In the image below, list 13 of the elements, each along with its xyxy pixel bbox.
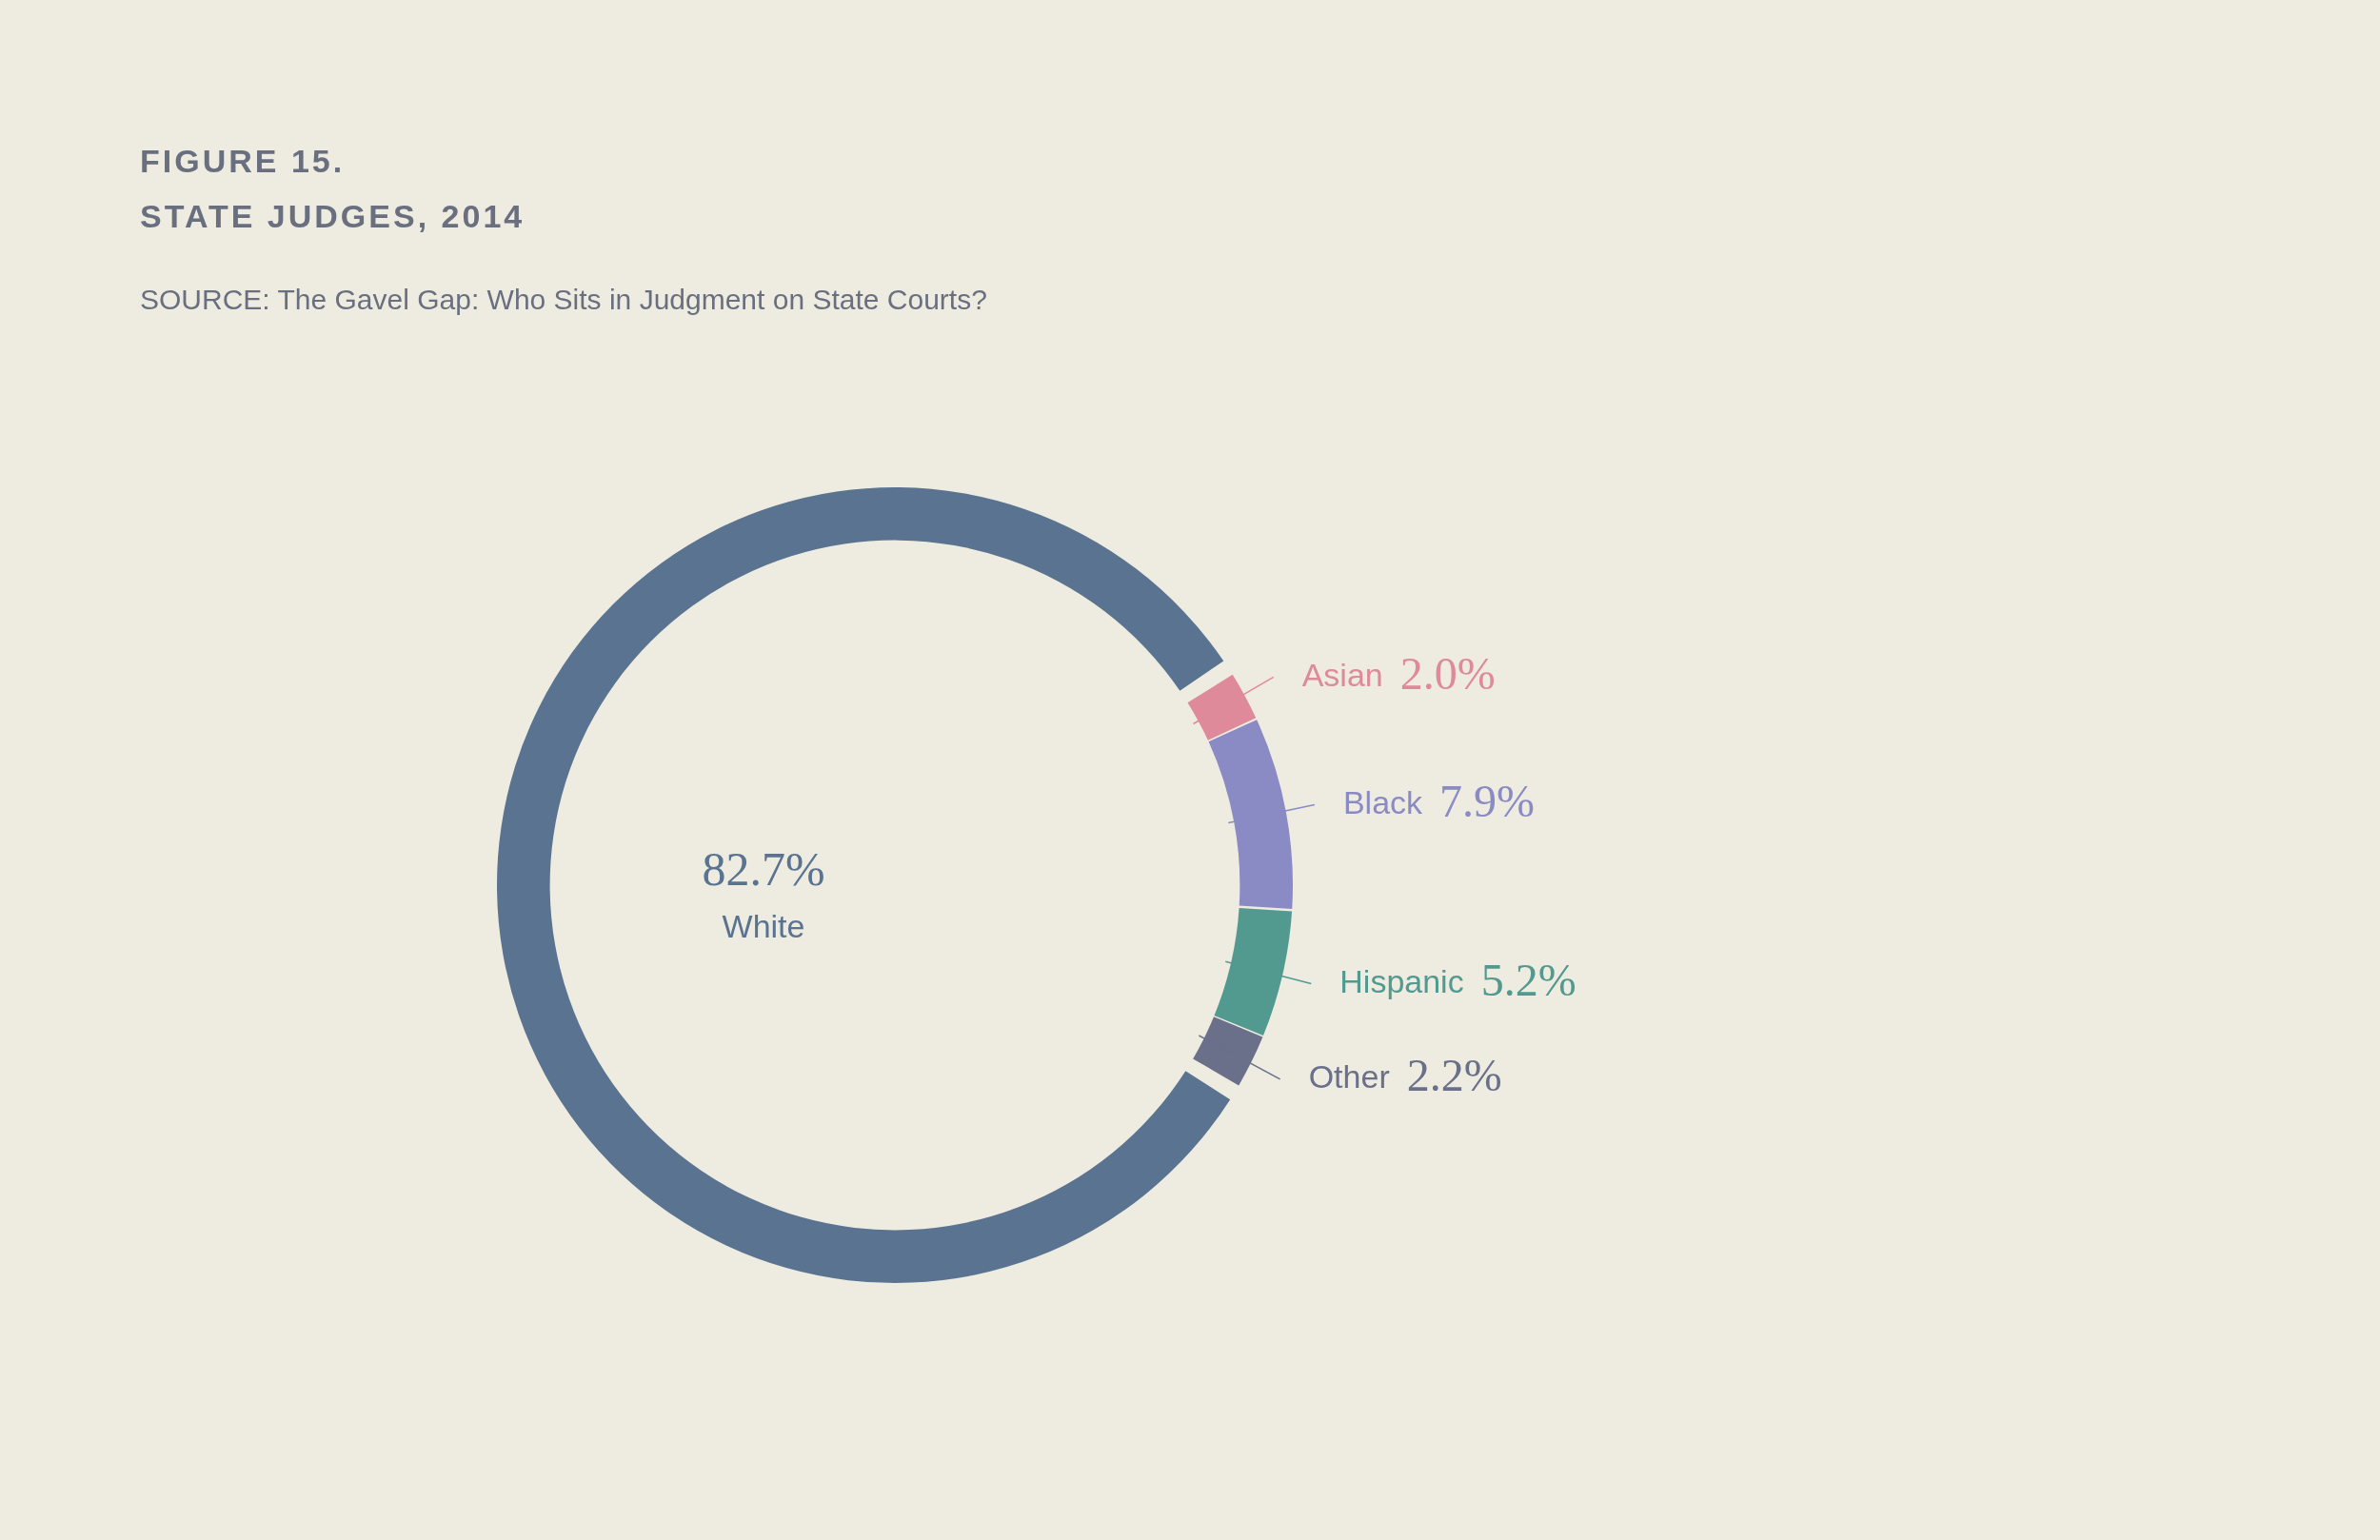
chart-title: FIGURE 15. [140,143,346,180]
chart-subtitle: STATE JUDGES, 2014 [140,198,526,235]
data-label: 2.2% [1406,1050,1502,1101]
slice-label: Asian [1301,656,1383,693]
source-note: SOURCE: The Gavel Gap: Who Sits in Judgment on State Courts? [140,284,987,316]
data-label: 7.9% [1439,776,1536,827]
slice-label: Other [1308,1058,1390,1096]
data-label: 82.7% [702,842,825,896]
slice-label: Hispanic [1339,962,1464,999]
slice-label: Black [1342,783,1424,820]
data-label: 2.0% [1399,647,1496,699]
data-label: 5.2% [1480,955,1577,1006]
slice-label: White [722,908,805,944]
